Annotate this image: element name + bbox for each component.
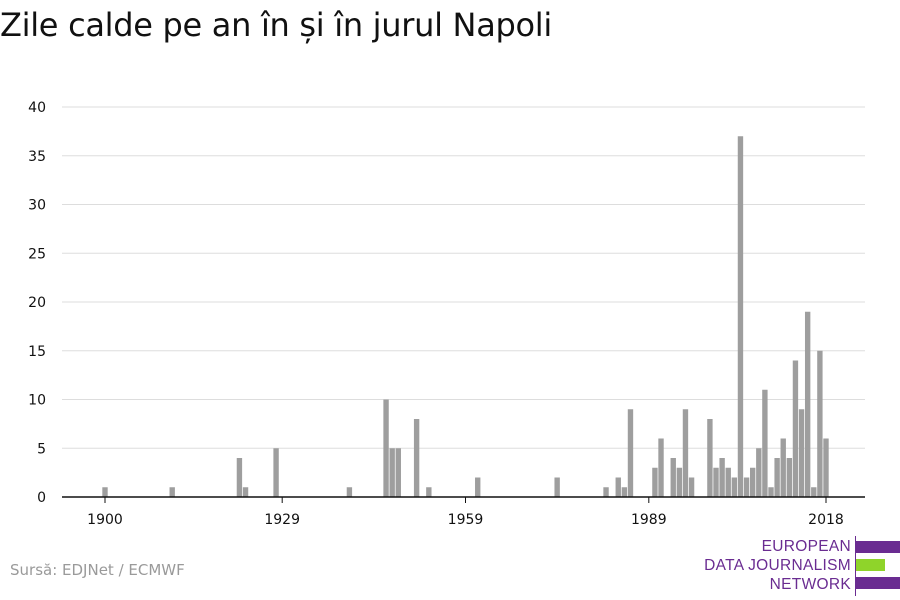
bar xyxy=(475,477,481,497)
bar xyxy=(273,448,279,497)
bar xyxy=(102,487,108,497)
bar xyxy=(615,477,621,497)
bar xyxy=(658,438,664,497)
bar xyxy=(768,487,774,497)
bar xyxy=(780,438,786,497)
bar xyxy=(621,487,628,497)
bar xyxy=(682,409,689,497)
bar xyxy=(670,458,676,497)
y-tick-label: 35 xyxy=(28,149,46,165)
bar xyxy=(603,487,609,497)
bar xyxy=(725,467,731,497)
bar xyxy=(242,487,249,497)
bar xyxy=(823,438,829,497)
x-tick-label: 1900 xyxy=(87,512,123,528)
bar xyxy=(169,487,175,497)
y-tick-label: 40 xyxy=(28,100,46,116)
bar xyxy=(804,311,811,497)
bar xyxy=(627,409,634,497)
bar xyxy=(792,360,799,497)
bar xyxy=(652,467,658,497)
bar xyxy=(817,350,823,497)
x-tick-label: 1929 xyxy=(264,512,300,528)
bar xyxy=(389,448,395,497)
x-tick-label: 1959 xyxy=(448,512,484,528)
logo-line-1: EUROPEAN xyxy=(761,538,851,555)
gridlines xyxy=(62,106,865,449)
bars xyxy=(102,136,829,497)
bar xyxy=(676,467,683,497)
bar xyxy=(743,477,750,497)
bar xyxy=(554,477,560,497)
y-tick-label: 10 xyxy=(28,393,46,409)
y-tick-label: 0 xyxy=(37,490,46,506)
logo-bar-bottom xyxy=(856,577,900,589)
bar xyxy=(762,389,768,497)
bar xyxy=(719,458,725,497)
y-tick-label: 15 xyxy=(28,344,46,360)
y-tick-label: 30 xyxy=(28,198,46,214)
y-axis-tick-labels: 0 5 10 15 20 25 30 35 40 xyxy=(28,100,46,506)
bar xyxy=(774,458,780,497)
logo-line-3: NETWORK xyxy=(769,576,851,593)
logo-divider xyxy=(855,536,856,596)
edjnet-logo: EUROPEAN DATA JOURNALISM NETWORK xyxy=(700,536,900,596)
logo-line-2: DATA JOURNALISM xyxy=(704,557,851,574)
x-tick-label: 1989 xyxy=(631,512,667,528)
bar xyxy=(786,458,793,497)
y-tick-label: 25 xyxy=(28,246,46,262)
logo-bar-middle xyxy=(856,559,885,571)
logo-bar-top xyxy=(856,541,900,553)
bar xyxy=(749,467,756,497)
bar xyxy=(236,458,243,497)
bar xyxy=(413,419,420,497)
bar xyxy=(688,477,695,497)
bar xyxy=(798,409,805,497)
bar xyxy=(737,136,744,497)
bar xyxy=(713,467,719,497)
bar xyxy=(731,477,738,497)
chart-title: Zile calde pe an în și în jurul Napoli xyxy=(0,6,552,44)
y-tick-label: 5 xyxy=(37,441,46,457)
bar xyxy=(756,448,762,497)
bar xyxy=(811,487,817,497)
bar xyxy=(346,487,353,497)
bar xyxy=(426,487,432,497)
bar xyxy=(395,448,401,497)
source-note: Sursă: EDJNet / ECMWF xyxy=(10,561,185,579)
y-tick-label: 20 xyxy=(28,295,46,311)
x-tick-label: 2018 xyxy=(808,512,844,528)
bar xyxy=(707,419,713,497)
bar xyxy=(383,399,389,497)
x-axis-ticks: 1900 1929 1959 1989 2018 xyxy=(87,497,844,528)
